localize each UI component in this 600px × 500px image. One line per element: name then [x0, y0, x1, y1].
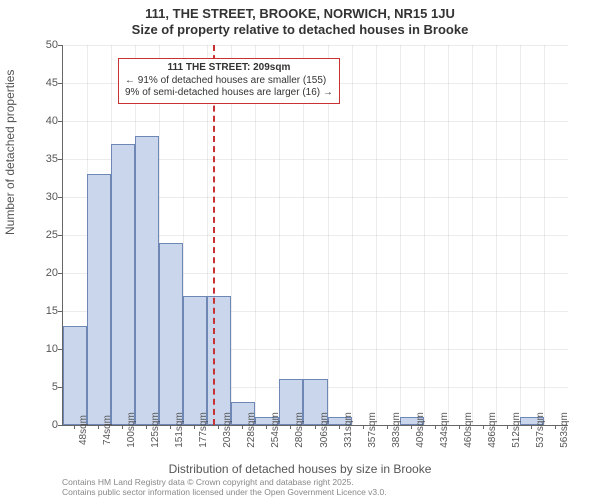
x-tick-mark [74, 425, 75, 429]
x-tick-mark [242, 425, 243, 429]
histogram-bar [111, 144, 135, 425]
y-tick-label: 25 [36, 229, 58, 241]
x-tick-label: 177sqm [198, 412, 209, 448]
gridline-v [496, 45, 497, 425]
x-tick-label: 357sqm [367, 412, 378, 448]
gridline-h [63, 45, 568, 46]
marker-box-line-1: ← 91% of detached houses are smaller (15… [125, 75, 333, 88]
y-tick-mark [58, 121, 62, 122]
x-tick-label: 254sqm [270, 412, 281, 448]
footnote-line-2: Contains public sector information licen… [62, 488, 387, 498]
x-tick-mark [146, 425, 147, 429]
x-tick-mark [507, 425, 508, 429]
x-tick-mark [339, 425, 340, 429]
gridline-h [63, 121, 568, 122]
x-tick-label: 48sqm [78, 415, 89, 445]
gridline-v [376, 45, 377, 425]
histogram-chart: 111, THE STREET, BROOKE, NORWICH, NR15 1… [0, 0, 600, 500]
x-tick-mark [555, 425, 556, 429]
y-tick-mark [58, 197, 62, 198]
marker-box-title: 111 THE STREET: 209sqm [125, 62, 333, 75]
gridline-v [448, 45, 449, 425]
x-tick-mark [483, 425, 484, 429]
x-tick-mark [531, 425, 532, 429]
y-tick-mark [58, 425, 62, 426]
x-tick-mark [266, 425, 267, 429]
x-tick-label: 203sqm [222, 412, 233, 448]
x-tick-label: 125sqm [150, 412, 161, 448]
y-tick-label: 40 [36, 115, 58, 127]
marker-box-line-2: 9% of semi-detached houses are larger (1… [125, 87, 333, 100]
gridline-v [352, 45, 353, 425]
x-tick-label: 228sqm [246, 412, 257, 448]
y-tick-label: 35 [36, 153, 58, 165]
x-tick-label: 512sqm [511, 412, 522, 448]
y-tick-label: 5 [36, 381, 58, 393]
x-tick-mark [315, 425, 316, 429]
y-tick-label: 45 [36, 77, 58, 89]
x-tick-label: 563sqm [559, 412, 570, 448]
y-tick-label: 10 [36, 343, 58, 355]
x-tick-mark [218, 425, 219, 429]
histogram-bar [63, 326, 87, 425]
y-tick-mark [58, 235, 62, 236]
plot-area: 111 THE STREET: 209sqm← 91% of detached … [62, 45, 568, 426]
x-tick-label: 74sqm [102, 415, 113, 445]
y-tick-mark [58, 83, 62, 84]
x-tick-label: 280sqm [294, 412, 305, 448]
y-axis-label: Number of detached properties [3, 70, 17, 235]
x-tick-label: 409sqm [415, 412, 426, 448]
marker-annotation-box: 111 THE STREET: 209sqm← 91% of detached … [118, 58, 340, 104]
y-tick-label: 15 [36, 305, 58, 317]
histogram-bar [183, 296, 207, 425]
x-tick-mark [98, 425, 99, 429]
histogram-bar [207, 296, 231, 425]
y-tick-mark [58, 311, 62, 312]
chart-title: 111, THE STREET, BROOKE, NORWICH, NR15 1… [0, 6, 600, 39]
gridline-v [472, 45, 473, 425]
x-tick-mark [435, 425, 436, 429]
title-line-1: 111, THE STREET, BROOKE, NORWICH, NR15 1… [0, 6, 600, 22]
x-tick-mark [170, 425, 171, 429]
y-tick-label: 20 [36, 267, 58, 279]
x-tick-label: 151sqm [174, 412, 185, 448]
x-tick-label: 537sqm [535, 412, 546, 448]
histogram-bar [87, 174, 111, 425]
x-tick-label: 306sqm [319, 412, 330, 448]
y-tick-mark [58, 387, 62, 388]
y-tick-mark [58, 349, 62, 350]
x-tick-mark [459, 425, 460, 429]
x-tick-label: 331sqm [343, 412, 354, 448]
histogram-bar [135, 136, 159, 425]
x-tick-mark [122, 425, 123, 429]
x-tick-mark [290, 425, 291, 429]
y-tick-label: 50 [36, 39, 58, 51]
x-axis-label: Distribution of detached houses by size … [0, 462, 600, 476]
y-tick-mark [58, 159, 62, 160]
x-tick-mark [387, 425, 388, 429]
x-tick-mark [363, 425, 364, 429]
y-tick-label: 0 [36, 419, 58, 431]
x-tick-label: 434sqm [439, 412, 450, 448]
title-line-2: Size of property relative to detached ho… [0, 22, 600, 38]
gridline-v [424, 45, 425, 425]
histogram-bar [159, 243, 183, 425]
x-tick-label: 486sqm [487, 412, 498, 448]
y-tick-mark [58, 45, 62, 46]
x-tick-mark [194, 425, 195, 429]
x-tick-mark [411, 425, 412, 429]
y-tick-mark [58, 273, 62, 274]
footnote: Contains HM Land Registry data © Crown c… [62, 478, 387, 498]
gridline-v [544, 45, 545, 425]
y-tick-label: 30 [36, 191, 58, 203]
x-tick-label: 100sqm [126, 412, 137, 448]
gridline-v [400, 45, 401, 425]
gridline-v [520, 45, 521, 425]
x-tick-label: 460sqm [463, 412, 474, 448]
x-tick-label: 383sqm [391, 412, 402, 448]
